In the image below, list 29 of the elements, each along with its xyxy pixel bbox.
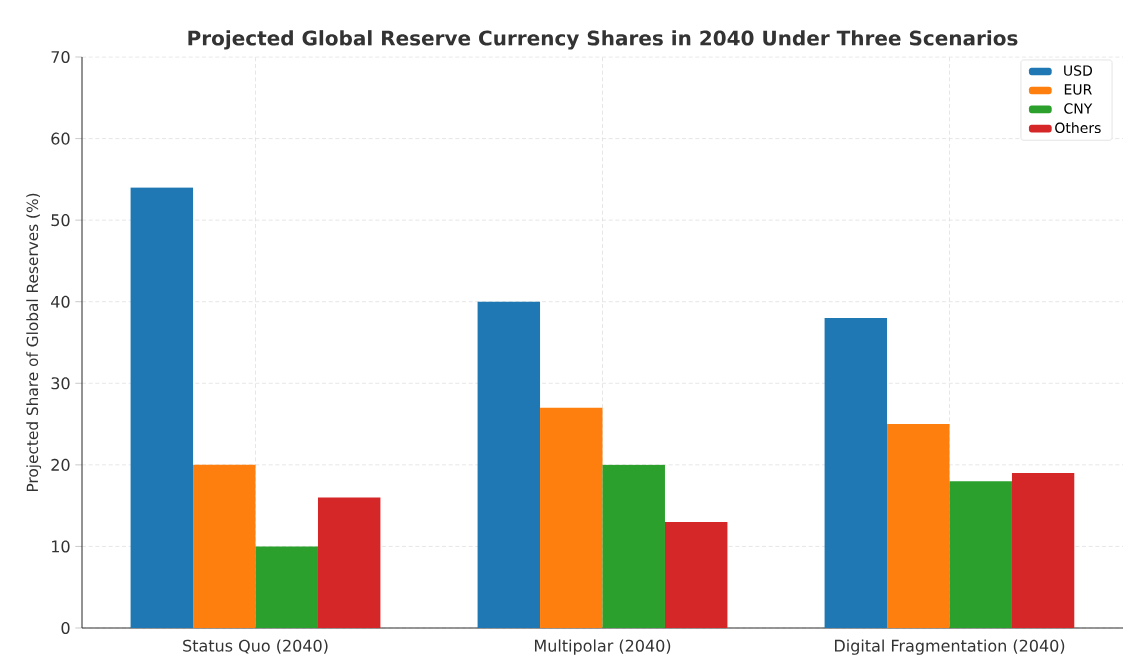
bar	[130, 187, 194, 628]
bar	[664, 521, 728, 628]
x-tick-label: Multipolar (2040)	[534, 639, 671, 655]
legend-label: USD	[1064, 65, 1093, 76]
legend-label: CNY	[1064, 103, 1093, 114]
y-axis-title: Projected Share of Global Reserves (%)	[26, 193, 42, 492]
y-tick-label: 70	[51, 50, 70, 64]
x-tick-label: Status Quo (2040)	[183, 639, 328, 654]
bar	[1011, 473, 1075, 628]
chart-title: Projected Global Reserve Currency Shares in 2040 Under Three Scenarios	[188, 30, 1018, 50]
bar	[602, 464, 665, 628]
bar	[887, 424, 950, 628]
bar	[193, 464, 256, 628]
legend-label: Others	[1055, 122, 1101, 134]
bar	[477, 301, 541, 628]
x-tick-label: Digital Fragmentation (2040)	[835, 639, 1065, 655]
y-tick-label: 20	[51, 458, 70, 471]
bar	[255, 546, 318, 628]
y-tick-label: 30	[51, 377, 70, 390]
y-tick-label: 0	[61, 621, 70, 635]
legend-label: EUR	[1064, 84, 1092, 95]
bar	[949, 481, 1012, 628]
y-tick-label: 50	[51, 214, 70, 227]
bar	[317, 497, 381, 628]
y-tick-label: 60	[51, 132, 70, 145]
y-tick-label: 40	[51, 295, 70, 308]
bar	[540, 407, 603, 628]
y-tick-label: 10	[52, 540, 70, 553]
bar	[824, 318, 888, 628]
